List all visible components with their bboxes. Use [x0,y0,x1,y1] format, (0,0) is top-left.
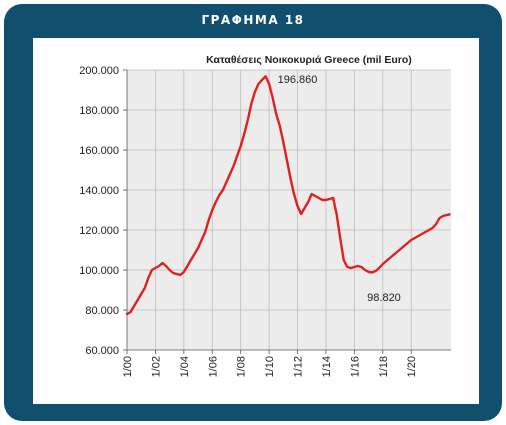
x-tick-label: 1/14 [321,356,333,377]
y-tick-label: 80.000 [85,305,119,317]
y-tick-label: 200.000 [79,65,119,77]
series-line [125,75,451,316]
x-tick-label: 1/00 [122,356,134,377]
y-axis: 60.000 80.000 100.000 120.000 140.000 160.000… [79,65,127,357]
x-tick-label: 1/02 [150,356,162,377]
x-tick-label: 1/20 [406,356,418,377]
frame-title: ΓΡΑΦΗΜΑ 18 [201,13,305,27]
x-tick-label: 1/08 [236,356,248,377]
chart-panel: Καταθέσεις Νοικοκυριά Greece (mil Euro) … [33,38,479,404]
y-tick-label: 140.000 [79,185,119,197]
annotation-label: 196.860 [278,74,318,86]
x-tick-label: 1/16 [349,356,361,377]
chart: Καταθέσεις Νοικοκυριά Greece (mil Euro) … [79,54,451,377]
grid [126,69,451,351]
chart-frame: ΓΡΑΦΗΜΑ 18 Καταθέσεις Νοικοκυριά Greece … [4,4,502,421]
y-tick-label: 120.000 [79,225,119,237]
annotation-label: 98.820 [367,292,401,304]
y-tick-label: 160.000 [79,145,119,157]
y-tick-label: 60.000 [85,345,119,357]
plot-background [127,70,451,350]
x-tick-label: 1/18 [378,356,390,377]
series-layer [125,75,451,316]
x-tick-label: 1/10 [264,356,276,377]
x-tick-label: 1/12 [293,356,305,377]
x-tick-label: 1/04 [179,356,191,377]
annotations: 196.860 98.820 [278,74,401,304]
y-tick-label: 180.000 [79,105,119,117]
y-tick-label: 100.000 [79,265,119,277]
x-axis: 1/00 1/02 1/04 1/06 1/08 1/10 1/12 1/14 1/16 1/18… [122,350,418,377]
chart-title: Καταθέσεις Νοικοκυριά Greece (mil Euro) [206,54,412,66]
x-tick-label: 1/06 [207,356,219,377]
